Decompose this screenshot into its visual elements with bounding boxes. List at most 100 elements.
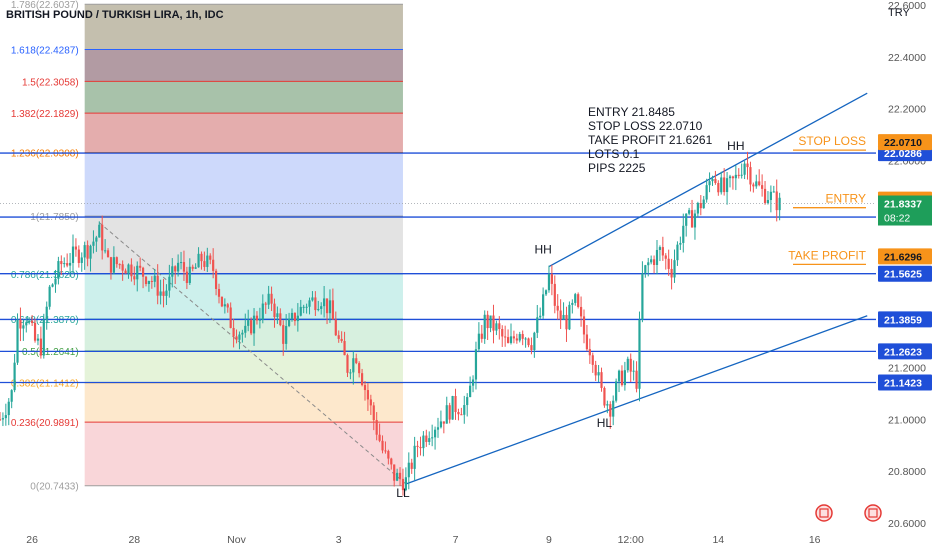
y-tick-label: 21.0000 xyxy=(888,414,926,426)
alert-icon-glyph[interactable] xyxy=(819,508,829,518)
y-tick-label: 22.2000 xyxy=(888,104,926,116)
candle-body xyxy=(752,184,755,187)
trade-price-tag-bg xyxy=(878,134,932,151)
candle-body xyxy=(577,294,580,307)
candle-body xyxy=(521,334,524,339)
diagonal-lines xyxy=(98,92,868,485)
candle-body xyxy=(615,381,618,401)
candle-body xyxy=(144,276,148,285)
candle-body xyxy=(320,306,323,309)
candle-body xyxy=(512,336,516,339)
fib-zone xyxy=(84,422,403,486)
candle-body xyxy=(428,438,431,442)
candle-body xyxy=(603,387,606,406)
fib-level-label: 1.786(22.6037) xyxy=(11,0,79,11)
candle-body xyxy=(86,245,89,259)
candle-body xyxy=(54,278,57,285)
candle-body xyxy=(553,283,556,306)
horizontal-levels xyxy=(0,152,876,384)
alert-icon-circle[interactable] xyxy=(864,504,882,522)
candle-body xyxy=(185,271,188,283)
candle-body xyxy=(413,445,416,469)
candle-body xyxy=(238,334,241,340)
candle-body xyxy=(571,302,574,305)
candle-body xyxy=(80,257,83,263)
candle-body xyxy=(492,315,495,331)
x-axis[interactable]: 26 28 Nov 3 7 9 12:00 14 16 xyxy=(0,528,876,550)
candle-body xyxy=(565,314,568,330)
candle-body xyxy=(68,262,72,266)
trade-level-name: ENTRY xyxy=(826,192,866,206)
candle-body xyxy=(652,259,656,265)
candle-body xyxy=(439,421,443,428)
alert-icon-glyph[interactable] xyxy=(868,508,878,518)
y-tick-label: 20.8000 xyxy=(888,466,926,478)
candle-body xyxy=(366,390,370,400)
candle-body xyxy=(699,203,702,209)
trade-level-name: STOP LOSS xyxy=(798,134,866,148)
y-axis[interactable]: 22.600022.400022.200022.000021.200021.00… xyxy=(876,0,932,550)
candle-body xyxy=(42,319,45,356)
fib-zone xyxy=(84,49,403,82)
candle-body xyxy=(162,291,165,296)
candle-body xyxy=(10,390,13,402)
candle-body xyxy=(311,297,314,301)
candle-body xyxy=(506,337,510,343)
candle-body xyxy=(182,262,186,272)
candle-body xyxy=(4,415,7,419)
candle-body xyxy=(60,261,63,265)
candle-body xyxy=(676,244,679,261)
candle-body xyxy=(664,255,667,259)
structure-label: HL xyxy=(597,416,613,430)
candle-body xyxy=(130,264,133,277)
candle-body xyxy=(232,327,235,337)
candle-body xyxy=(156,275,159,296)
candle-body xyxy=(337,335,340,339)
last-price-tag-bg xyxy=(878,195,932,226)
candle-body xyxy=(92,241,95,246)
candle-body xyxy=(550,274,553,284)
last-price-countdown: 08:22 xyxy=(884,213,910,225)
candle-body xyxy=(679,242,682,245)
fib-level-label: 1.382(22.1829) xyxy=(11,109,79,120)
candle-body xyxy=(147,280,151,285)
candle-body xyxy=(98,224,101,238)
candle-body xyxy=(118,264,121,266)
candle-body xyxy=(445,405,448,424)
candle-body xyxy=(106,250,110,258)
candle-body xyxy=(463,405,466,415)
candle-body xyxy=(466,397,469,406)
candle-body xyxy=(469,385,472,398)
fib-zone xyxy=(84,81,403,114)
candle-body xyxy=(31,320,34,323)
x-tick-label: Nov xyxy=(227,534,246,546)
structure-labels: HH HH HL LL xyxy=(396,139,744,500)
candle-body xyxy=(381,440,384,451)
candle-body xyxy=(358,363,361,374)
candle-body xyxy=(209,255,212,260)
fib-zone xyxy=(84,4,403,50)
candle-body xyxy=(401,478,405,491)
alert-icon[interactable] xyxy=(815,504,833,522)
candle-body xyxy=(644,265,647,274)
candle-body xyxy=(124,270,127,274)
candle-body xyxy=(276,313,279,318)
candle-body xyxy=(667,258,670,269)
candle-body xyxy=(772,191,775,193)
alert-icon[interactable] xyxy=(864,504,882,522)
candle-body xyxy=(509,336,513,343)
candle-body xyxy=(267,293,270,305)
candle-body xyxy=(241,332,244,335)
candle-body xyxy=(638,319,641,389)
candle-body xyxy=(212,259,215,271)
candle-body xyxy=(197,253,200,268)
candle-body xyxy=(270,293,273,304)
candle-body xyxy=(483,314,486,339)
candle-body xyxy=(323,298,326,307)
candle-body xyxy=(670,268,673,278)
candle-body xyxy=(74,246,78,250)
alert-icon-circle[interactable] xyxy=(815,504,833,522)
candle-body xyxy=(150,280,153,282)
candle-body xyxy=(442,421,445,424)
